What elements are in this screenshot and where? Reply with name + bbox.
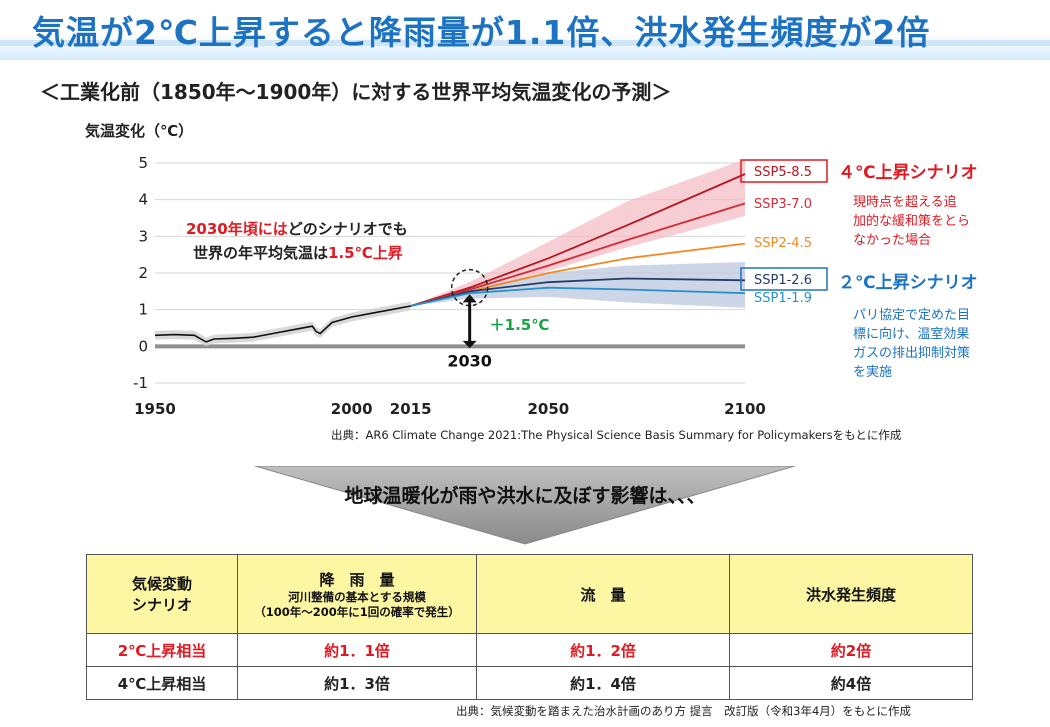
impact-table: 気候変動 シナリオ 降 雨 量 河川整備の基本とする規模 （100年～200年に1… xyxy=(86,554,973,700)
series-label: SSP2-4.5 xyxy=(754,236,812,251)
scenario-2c-desc: を実施 xyxy=(853,364,892,380)
x-tick-label: 2015 xyxy=(390,400,432,418)
y-tick-label: 4 xyxy=(138,191,148,209)
x-tick-label: 2000 xyxy=(331,400,373,418)
plus-arrow-head-down xyxy=(462,340,477,349)
y-tick-label: 3 xyxy=(138,227,148,245)
note-line-2: 世界の年平均気温は1.5℃上昇 xyxy=(193,244,403,262)
y-axis-label: 気温変化（℃） xyxy=(85,122,194,140)
ssp5-box xyxy=(740,159,828,183)
x-tick-label: 2100 xyxy=(724,400,766,418)
header-scenario-label: 気候変動 シナリオ xyxy=(131,575,192,614)
header-scenario: 気候変動 シナリオ xyxy=(86,554,238,634)
y-tick-label: -1 xyxy=(133,374,148,392)
row-2c-frequency: 約2倍 xyxy=(729,633,973,667)
header-rain-sub1: 河川整備の基本とする規模 xyxy=(288,589,426,604)
historical-line xyxy=(154,305,411,343)
scenario-4c-desc: 加的な緩和策をとら xyxy=(853,213,970,229)
ssp126-box xyxy=(740,267,828,291)
historical-band xyxy=(155,301,411,347)
table-header-row: 気候変動 シナリオ 降 雨 量 河川整備の基本とする規模 （100年～200年に1… xyxy=(86,554,973,634)
header-flow: 流 量 xyxy=(476,554,730,634)
header-frequency-label: 洪水発生頻度 xyxy=(805,585,896,604)
scenario-4c-desc: なかった場合 xyxy=(853,233,931,248)
down-arrow-shape xyxy=(254,465,796,545)
header-rain-label: 降 雨 量 xyxy=(319,570,395,589)
series-line-ssp5-85 xyxy=(410,173,746,307)
down-arrow-banner: 地球温暖化が雨や洪水に及ぼす影響は、、、 xyxy=(254,465,796,546)
chart-lines xyxy=(154,173,746,343)
y-tick-label: 0 xyxy=(138,337,148,355)
row-2c-rain: 約1．1倍 xyxy=(237,633,477,667)
row-2c-scenario: 2℃上昇相当 xyxy=(86,633,238,667)
uncertainty-bands xyxy=(155,159,745,347)
chart-source: 出典：AR6 Climate Change 2021:The Physical … xyxy=(331,428,902,442)
x-tick-label: 1950 xyxy=(134,400,176,418)
table-row: 4℃上昇相当 約1．3倍 約1．4倍 約4倍 xyxy=(86,666,973,700)
series-label: SSP1-2.6 xyxy=(754,273,812,288)
scenario-4c-desc: 現時点を超える追 xyxy=(853,194,957,210)
series-line-ssp3-70 xyxy=(410,202,746,307)
axis-ticks: 5 4 3 2 1 0 -1 1950 2000 2015 2050 2100 xyxy=(133,154,766,418)
chart-subtitle: ＜工業化前（1850年～1900年）に対する世界平均気温変化の予測＞ xyxy=(40,80,672,104)
scenario-2c-desc: 標に向け、温室効果 xyxy=(853,326,969,342)
note-line-1: 2030年頃にはどのシナリオでも xyxy=(186,220,408,238)
band-ssp5 xyxy=(410,159,745,306)
header-rain-sub2: （100年～200年に1回の確率で発生） xyxy=(254,604,460,619)
header-flow-label: 流 量 xyxy=(580,585,626,604)
year-label-2030: 2030 xyxy=(447,352,492,371)
page-title: 気温が2℃上昇すると降雨量が1.1倍、洪水発生頻度が2倍 xyxy=(32,13,931,52)
chart-annotations: SSP5-8.5 SSP3-7.0 SSP2-4.5 SSP1-2.6 SSP1-1.9… xyxy=(186,159,978,380)
table-source: 出典：気候変動を踏まえた治水計画のあり方 提言 改訂版（令和3年4月）をもとに作… xyxy=(456,704,912,718)
series-line-ssp1-19 xyxy=(410,286,746,307)
scenario-2c-desc: ガスの排出抑制対策 xyxy=(853,345,970,361)
band-ssp1 xyxy=(410,262,745,308)
x-tick-label: 2050 xyxy=(527,400,569,418)
scenario-4c-title: ４℃上昇シナリオ xyxy=(838,163,978,183)
y-tick-label: 1 xyxy=(138,301,148,319)
row-4c-frequency: 約4倍 xyxy=(729,666,973,700)
series-label: SSP3-7.0 xyxy=(754,197,812,212)
title-bar: 気温が2℃上昇すると降雨量が1.1倍、洪水発生頻度が2倍 xyxy=(0,0,1050,60)
y-tick-label: 5 xyxy=(138,154,148,172)
table-row: 2℃上昇相当 約1．1倍 約1．2倍 約2倍 xyxy=(86,633,973,667)
row-4c-rain: 約1．3倍 xyxy=(237,666,477,700)
title-stripe xyxy=(0,40,1050,46)
series-line-ssp1-26 xyxy=(410,277,746,307)
row-4c-scenario: 4℃上昇相当 xyxy=(86,666,238,700)
header-frequency: 洪水発生頻度 xyxy=(729,554,973,634)
series-label: SSP5-8.5 xyxy=(754,165,812,180)
y-tick-label: 2 xyxy=(138,264,148,282)
header-rain: 降 雨 量 河川整備の基本とする規模 （100年～200年に1回の確率で発生） xyxy=(237,554,477,634)
plus-label: ＋1.5℃ xyxy=(490,316,550,334)
row-4c-flow: 約1．4倍 xyxy=(476,666,730,700)
arrow-text: 地球温暖化が雨や洪水に及ぼす影響は、、、 xyxy=(344,485,706,507)
row-2c-flow: 約1．2倍 xyxy=(476,633,730,667)
plus-arrow-head-up xyxy=(462,294,477,303)
series-label: SSP1-1.9 xyxy=(754,291,812,306)
scenario-2c-title: ２℃上昇シナリオ xyxy=(838,273,978,293)
scenario-2c-desc: パリ協定で定めた目 xyxy=(853,308,970,323)
